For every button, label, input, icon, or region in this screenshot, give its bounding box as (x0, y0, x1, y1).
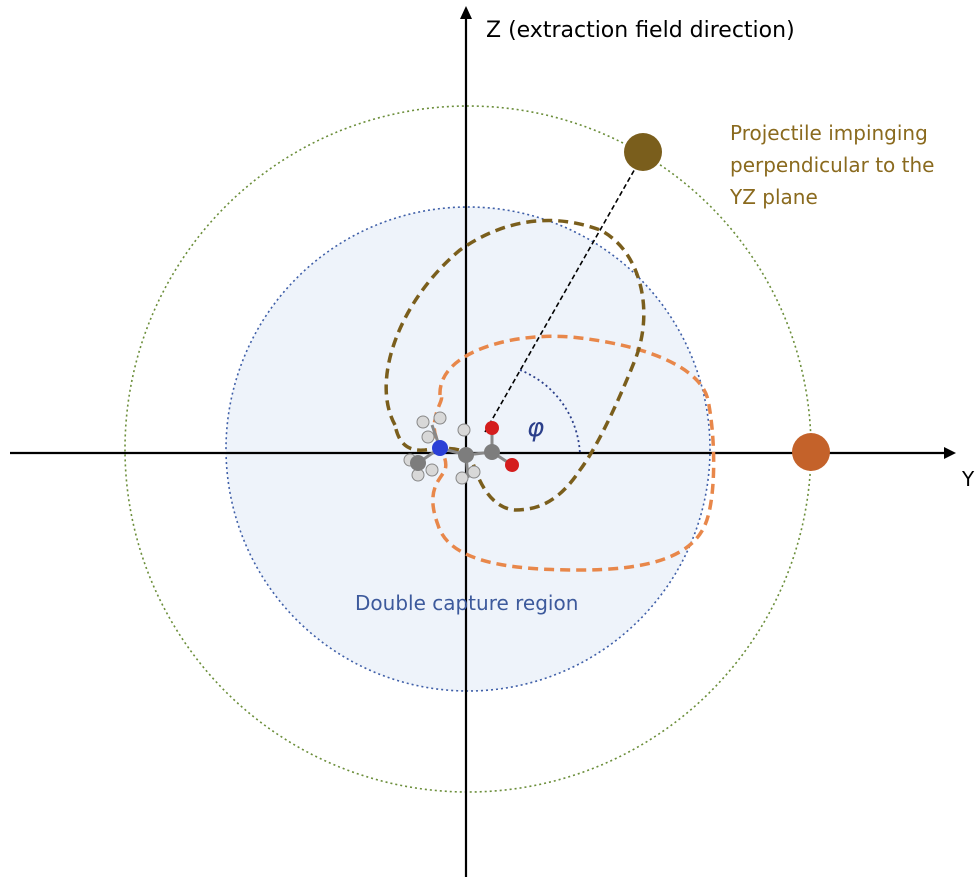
projectile-label-line2: perpendicular to the (730, 153, 934, 177)
projectile-orange (792, 433, 830, 471)
z-axis-label: Z (extraction field direction) (486, 18, 795, 43)
z-axis-arrowhead (460, 6, 472, 19)
projectile-label-line1: Projectile impinging (730, 121, 928, 145)
orange-dashed-loop (431, 334, 716, 572)
projectile-brown (624, 133, 662, 171)
projectile-label-line3: YZ plane (729, 185, 818, 209)
y-axis-arrowhead (944, 447, 956, 459)
y-axis-label: Y (961, 467, 975, 491)
phi-angle-arc (519, 369, 581, 456)
projectile-direction-line (484, 159, 641, 433)
molecule-icon (403, 411, 519, 485)
phi-angle-label: φ (527, 413, 544, 443)
double-capture-label: Double capture region (355, 591, 578, 615)
